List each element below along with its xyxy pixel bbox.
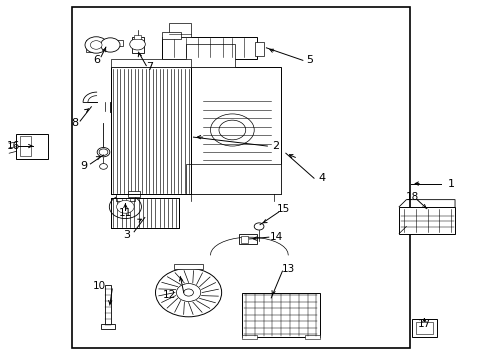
Text: 1: 1	[447, 179, 454, 189]
Text: 12: 12	[163, 290, 176, 300]
Bar	[111, 59, 191, 67]
Circle shape	[109, 195, 141, 219]
Text: 18: 18	[405, 192, 418, 202]
Text: 6: 6	[93, 55, 100, 64]
Bar	[105, 285, 111, 327]
Text: 5: 5	[306, 55, 313, 65]
Bar	[16, 134, 47, 158]
Bar	[411, 319, 436, 337]
Circle shape	[90, 41, 102, 49]
Bar	[169, 23, 191, 37]
Circle shape	[176, 284, 201, 301]
Bar	[415, 322, 432, 334]
Text: 3: 3	[123, 230, 130, 240]
Bar	[20, 136, 30, 156]
Bar	[162, 32, 181, 39]
Text: 2: 2	[272, 141, 279, 151]
Bar	[96, 41, 118, 48]
Bar	[398, 207, 454, 234]
Text: 9: 9	[81, 161, 87, 171]
Circle shape	[101, 38, 120, 52]
Text: 8: 8	[72, 118, 79, 128]
Circle shape	[97, 148, 110, 157]
Bar	[255, 42, 264, 56]
Bar	[111, 198, 179, 228]
Circle shape	[254, 223, 264, 230]
Bar	[186, 67, 281, 194]
Bar	[127, 192, 140, 197]
Bar	[133, 35, 141, 39]
Circle shape	[129, 39, 145, 50]
Bar	[242, 335, 256, 339]
Text: 15: 15	[276, 204, 289, 214]
Bar	[238, 234, 257, 244]
Text: 14: 14	[269, 232, 282, 242]
Text: 4: 4	[318, 173, 325, 183]
Bar	[242, 293, 319, 337]
Bar	[174, 264, 203, 269]
Text: 10: 10	[93, 282, 106, 292]
Circle shape	[155, 268, 221, 317]
Text: 17: 17	[417, 319, 430, 329]
Circle shape	[100, 163, 107, 169]
Circle shape	[183, 289, 193, 296]
Bar	[111, 67, 191, 194]
Circle shape	[116, 201, 134, 213]
Text: 11: 11	[119, 208, 132, 218]
Bar	[116, 194, 135, 202]
Bar	[111, 67, 191, 194]
Bar	[186, 44, 234, 67]
Bar	[86, 43, 96, 52]
Bar	[162, 37, 256, 59]
Bar	[240, 236, 247, 243]
Text: 16: 16	[7, 141, 20, 151]
Bar	[305, 335, 319, 339]
Bar	[101, 324, 115, 329]
Circle shape	[85, 37, 107, 53]
Bar	[72, 7, 409, 348]
Text: 13: 13	[281, 264, 294, 274]
Bar	[111, 198, 179, 228]
Text: 7: 7	[146, 63, 153, 72]
Bar	[186, 164, 281, 194]
Bar	[86, 40, 122, 46]
Bar	[131, 37, 143, 53]
